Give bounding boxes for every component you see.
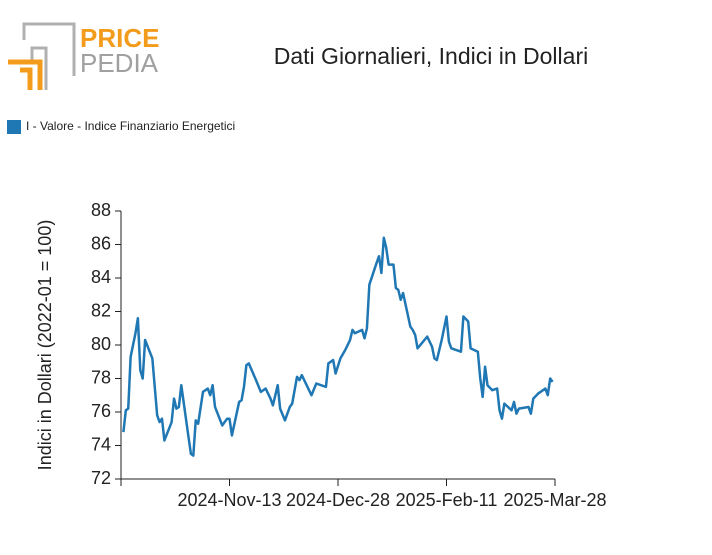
legend-swatch <box>7 120 21 134</box>
y-tick-label: 74 <box>91 434 111 454</box>
logo-frame <box>22 22 76 76</box>
logo-frame <box>30 46 48 90</box>
y-tick-label: 72 <box>91 468 111 488</box>
line <box>122 236 554 457</box>
logo-text: PEDIA <box>80 48 159 78</box>
legend-label: I - Valore - Indice Finanziario Energeti… <box>26 119 235 133</box>
y-tick-label: 88 <box>91 200 111 220</box>
y-tick-label: 78 <box>91 367 111 387</box>
chart-title: Dati Giornalieri, Indici in Dollari <box>274 43 588 69</box>
logo-text: PRICE <box>80 23 159 53</box>
logo-mark <box>8 59 43 90</box>
x-tick-label: 2024-Nov-13 <box>177 490 281 510</box>
y-tick-label: 80 <box>91 334 111 354</box>
y-axis-label: Indici in Dollari (2022-01 = 100) <box>35 220 55 471</box>
x-tick-label: 2025-Feb-11 <box>396 490 498 510</box>
y-tick-label: 86 <box>91 233 111 253</box>
y-tick-label: 76 <box>91 401 111 421</box>
logo: PRICE PEDIA <box>8 22 159 90</box>
y-tick-label: 84 <box>91 267 111 287</box>
x-tick-label: 2024-Dec-28 <box>286 490 390 510</box>
x-tick-label: 2025-Mar-28 <box>503 490 606 510</box>
logo-mark <box>20 67 33 90</box>
y-tick-label: 82 <box>91 300 111 320</box>
